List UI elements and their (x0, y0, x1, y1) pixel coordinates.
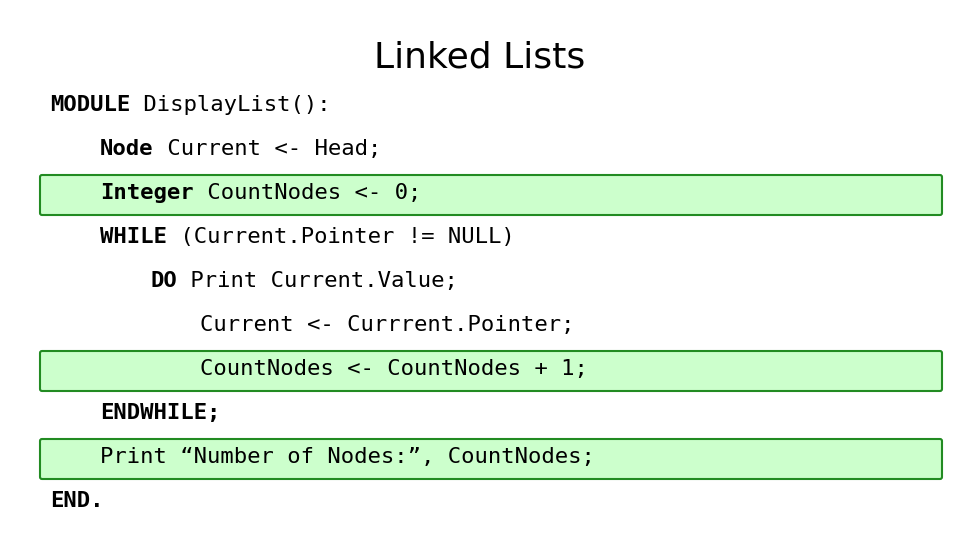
Text: Current <- Currrent.Pointer;: Current <- Currrent.Pointer; (200, 315, 574, 335)
Text: CountNodes <- CountNodes + 1;: CountNodes <- CountNodes + 1; (200, 359, 588, 379)
Text: (Current.Pointer != NULL): (Current.Pointer != NULL) (167, 227, 515, 247)
Text: Node: Node (100, 139, 154, 159)
Text: Linked Lists: Linked Lists (374, 40, 586, 74)
FancyBboxPatch shape (40, 175, 942, 215)
Text: Print “Number of Nodes:”, CountNodes;: Print “Number of Nodes:”, CountNodes; (100, 447, 595, 467)
Text: Print Current.Value;: Print Current.Value; (177, 271, 458, 291)
Text: Current <- Head;: Current <- Head; (154, 139, 381, 159)
Text: WHILE: WHILE (100, 227, 167, 247)
Text: MODULE: MODULE (50, 95, 131, 115)
Text: ENDWHILE;: ENDWHILE; (100, 403, 221, 423)
FancyBboxPatch shape (40, 351, 942, 391)
Text: END.: END. (50, 491, 104, 511)
Text: DO: DO (150, 271, 177, 291)
Text: CountNodes <- 0;: CountNodes <- 0; (194, 183, 421, 203)
Text: Integer: Integer (100, 183, 194, 203)
FancyBboxPatch shape (40, 439, 942, 479)
Text: DisplayList():: DisplayList(): (131, 95, 331, 115)
